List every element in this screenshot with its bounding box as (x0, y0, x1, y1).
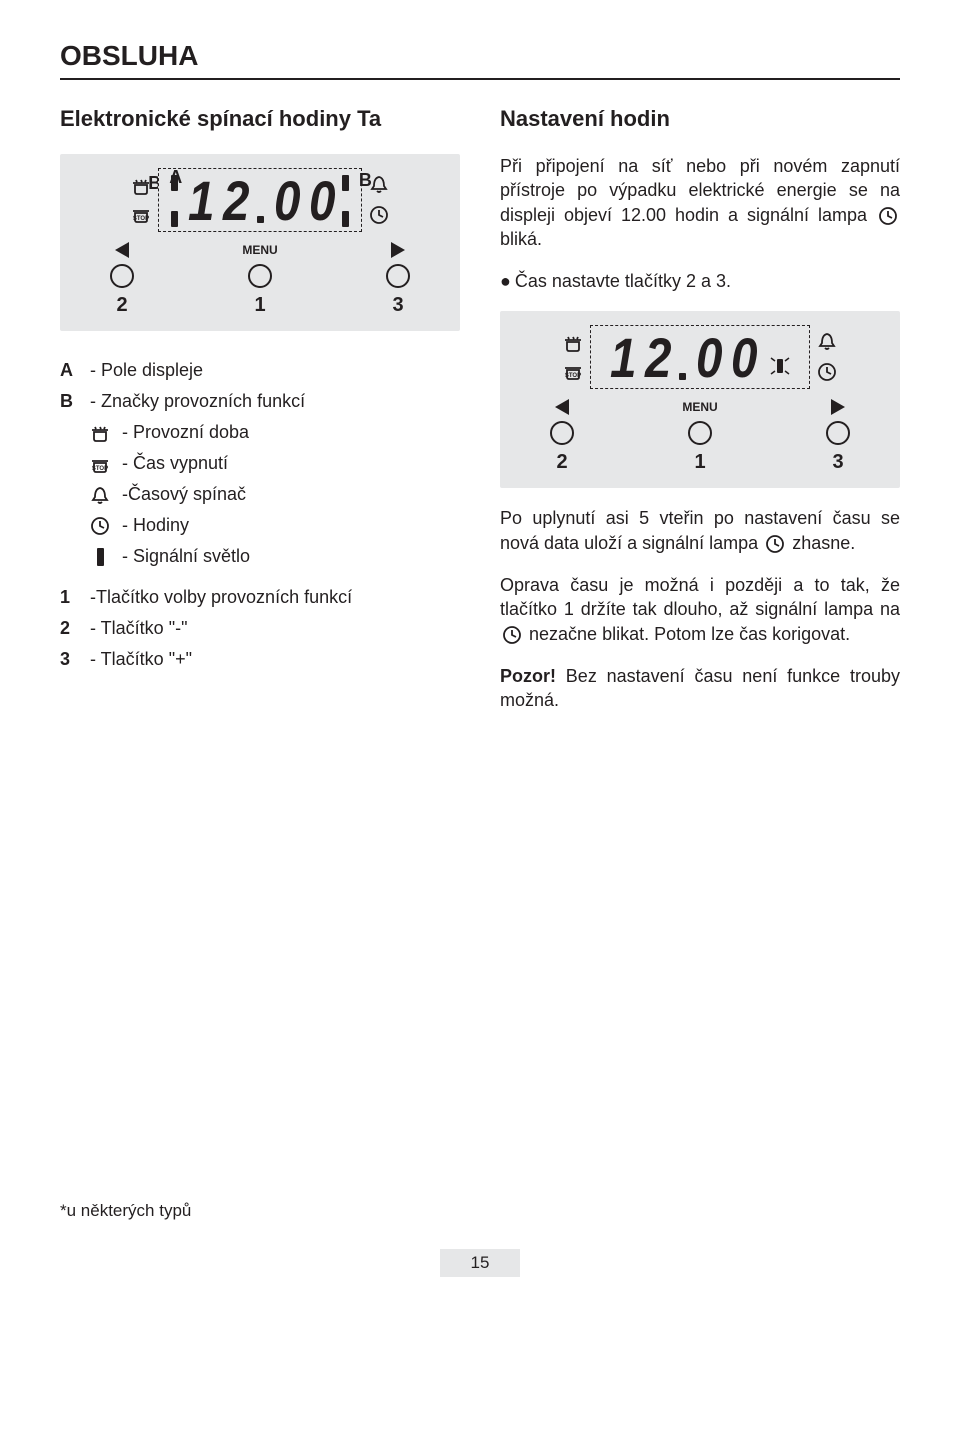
legend-A: - Pole displeje (90, 357, 203, 384)
bar-blink-icon (768, 355, 792, 377)
para-1: Při připojení na síť nebo při novém zapn… (500, 154, 900, 251)
label-B-right: B (359, 170, 372, 191)
legend-item-0: - Provozní doba (122, 419, 249, 446)
button-plus-2[interactable] (826, 421, 850, 445)
button-menu-2[interactable] (688, 421, 712, 445)
btn-num-1: 1 (254, 294, 265, 317)
clock-icon (88, 515, 112, 537)
legend-item-2: -Časový spínač (122, 481, 246, 508)
clock-icon (765, 534, 785, 554)
legend-item-1: - Čas vypnutí (122, 450, 228, 477)
bell-icon (88, 485, 112, 505)
para-3: Oprava času je možná i později a to tak,… (500, 573, 900, 646)
legend-item-4: - Signální světlo (122, 543, 250, 570)
svg-text:STOP: STOP (133, 216, 149, 222)
btn-num-2: 2 (116, 294, 127, 317)
stop-icon: STOP (88, 455, 112, 473)
stop-icon: STOP (130, 205, 152, 223)
triangle-right-icon (391, 242, 405, 258)
page-number: 15 (440, 1249, 520, 1277)
left-subtitle: Elektronické spínací hodiny Ta (60, 106, 460, 132)
title-rule (60, 78, 900, 80)
svg-text:STOP: STOP (565, 373, 581, 379)
label-A: A (169, 167, 182, 188)
btn2-num-3: 3 (832, 451, 843, 474)
svg-text:STOP: STOP (92, 466, 108, 472)
timer-panel-labeled: B STOP A 1 2 0 0 (60, 154, 460, 331)
footnote: *u některých typů (60, 1201, 900, 1221)
clock-icon (878, 206, 898, 226)
legend: A- Pole displeje B- Značky provozních fu… (60, 357, 460, 673)
menu-label-2: MENU (682, 399, 717, 415)
triangle-left-icon (115, 242, 129, 258)
legend-btn1: -Tlačítko volby provozních funkcí (90, 584, 352, 611)
triangle-right-icon (831, 399, 845, 415)
legend-btn2: - Tlačítko "-" (90, 615, 187, 642)
bell-icon (816, 331, 838, 351)
pot-icon (88, 424, 112, 442)
page-title: OBSLUHA (60, 40, 900, 72)
legend-item-3: - Hodiny (122, 512, 189, 539)
pot-icon (562, 334, 584, 352)
clock-icon (816, 361, 838, 383)
display-box-2: 1 2 0 0 (590, 325, 810, 389)
btn2-num-1: 1 (694, 451, 705, 474)
timer-panel-2: STOP 1 2 0 0 (500, 311, 900, 488)
button-minus[interactable] (110, 264, 134, 288)
button-minus-2[interactable] (550, 421, 574, 445)
bar-icon (88, 548, 112, 566)
clock-icon (502, 625, 522, 645)
bullet-1: ●Čas nastavte tlačítky 2 a 3. (500, 269, 900, 293)
pozor: Pozor! Bez nastavení času není funkce tr… (500, 664, 900, 713)
legend-btn3: - Tlačítko "+" (90, 646, 192, 673)
stop-icon: STOP (562, 362, 584, 380)
triangle-left-icon (555, 399, 569, 415)
para-2: Po uplynutí asi 5 vteřin po nastavení ča… (500, 506, 900, 555)
btn-num-3: 3 (392, 294, 403, 317)
button-menu[interactable] (248, 264, 272, 288)
menu-label: MENU (242, 242, 277, 258)
display-box: A 1 2 0 0 (158, 168, 362, 232)
button-plus[interactable] (386, 264, 410, 288)
btn2-num-2: 2 (556, 451, 567, 474)
right-subtitle: Nastavení hodin (500, 106, 900, 132)
clock-icon (368, 204, 390, 226)
legend-B: - Značky provozních funkcí (90, 388, 305, 415)
